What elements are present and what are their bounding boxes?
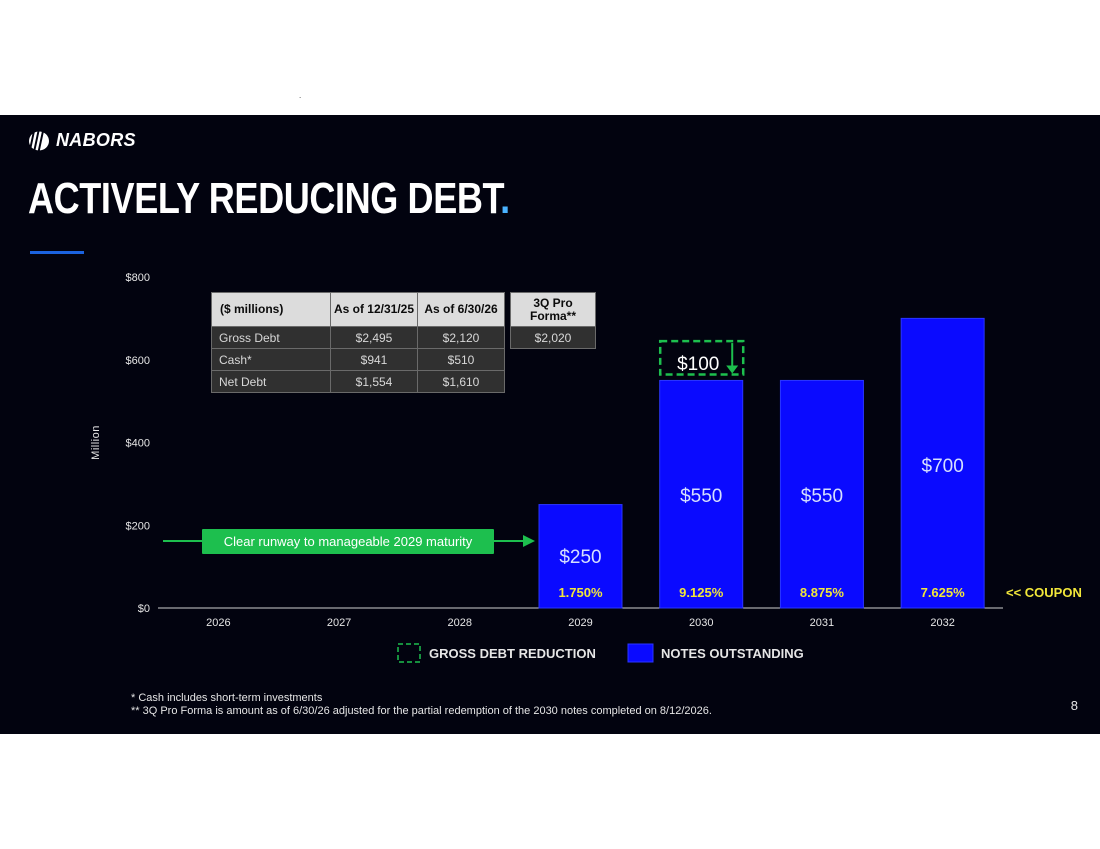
y-axis-label: Million — [90, 425, 102, 460]
x-tick-label: 2030 — [689, 617, 713, 629]
bar — [900, 317, 985, 609]
coupon-label: 9.125% — [679, 585, 724, 600]
bar-value-label: $550 — [680, 486, 722, 507]
table-cell: $941 — [330, 348, 418, 371]
legend-label: NOTES OUTSTANDING — [661, 646, 804, 661]
table-header-row: ($ millions) As of 12/31/25 As of 6/30/2… — [211, 292, 596, 327]
x-tick-label: 2032 — [930, 617, 954, 629]
debt-maturity-chart: $0 $200 $400 $600 $800 Million 2026 2027 2028 202… — [90, 272, 1082, 663]
y-tick-label: $200 — [126, 520, 150, 532]
table-cell: $2,120 — [417, 326, 505, 349]
coupon-label: 1.750% — [558, 585, 603, 600]
footnote: * Cash includes short-term investments — [131, 692, 323, 704]
annotation-text: Clear runway to manageable 2029 maturity — [224, 534, 473, 549]
table-header-cell: ($ millions) — [211, 292, 331, 327]
coupon-axis-label: << COUPON — [1006, 585, 1082, 600]
legend-swatch-reduction — [397, 643, 421, 663]
table-cell: $2,020 — [510, 326, 596, 349]
y-tick-label: $400 — [126, 438, 150, 450]
brand-logo: NABORS — [28, 130, 136, 151]
legend-label: GROSS DEBT REDUCTION — [429, 646, 596, 661]
reduction-arrow-head — [726, 365, 739, 374]
y-tick-label: $800 — [126, 272, 150, 284]
table-row: Cash* $941 $510 — [211, 348, 596, 371]
y-tick-label: $600 — [126, 355, 150, 367]
footnotes: * Cash includes short-term investments *… — [131, 692, 712, 718]
table-header-cell: As of 12/31/25 — [330, 292, 418, 327]
table-cell: $1,554 — [330, 370, 418, 393]
annotation-arrow-head — [523, 535, 535, 547]
tiny-mark: . — [299, 91, 302, 100]
x-tick-label: 2027 — [327, 617, 351, 629]
x-tick-label: 2029 — [568, 617, 592, 629]
table-header-cell: 3Q Pro Forma** — [510, 292, 596, 327]
title-dot: . — [500, 174, 510, 223]
x-tick-label: 2026 — [206, 617, 230, 629]
bar-value-label: $250 — [559, 547, 601, 568]
table-cell: Net Debt — [211, 370, 331, 393]
bar — [779, 379, 864, 609]
page-title: ACTIVELY REDUCING DEBT. — [28, 174, 510, 223]
table-cell: Cash* — [211, 348, 331, 371]
coupon-label: 7.625% — [921, 585, 966, 600]
footnote: ** 3Q Pro Forma is amount as of 6/30/26 … — [131, 705, 712, 717]
table-row: Net Debt $1,554 $1,610 — [211, 370, 596, 393]
reduction-value-label: $100 — [677, 354, 719, 375]
debt-table: ($ millions) As of 12/31/25 As of 6/30/2… — [211, 292, 596, 393]
slide: NABORS ACTIVELY REDUCING DEBT. $0 $200 $40… — [0, 115, 1100, 734]
reduction-dashed-box — [658, 339, 745, 376]
bar-value-label: $550 — [801, 486, 843, 507]
annotation-box — [202, 529, 494, 554]
coupon-label: 8.875% — [800, 585, 845, 600]
table-cell: Gross Debt — [211, 326, 331, 349]
legend-swatch-notes — [627, 643, 654, 663]
title-underline — [30, 251, 84, 254]
bar-value-label: $700 — [922, 456, 964, 477]
nabors-logo-icon — [28, 130, 49, 151]
table-cell: $1,610 — [417, 370, 505, 393]
table-header-cell: As of 6/30/26 — [417, 292, 505, 327]
table-row: Gross Debt $2,495 $2,120 $2,020 — [211, 326, 596, 349]
brand-name: NABORS — [56, 130, 136, 150]
y-tick-label: $0 — [138, 603, 150, 615]
x-tick-label: 2028 — [448, 617, 472, 629]
x-tick-label: 2031 — [810, 617, 834, 629]
table-cell: $510 — [417, 348, 505, 371]
bar — [659, 379, 744, 609]
table-cell: $2,495 — [330, 326, 418, 349]
bar — [538, 504, 623, 609]
page-number: 8 — [1070, 698, 1078, 713]
